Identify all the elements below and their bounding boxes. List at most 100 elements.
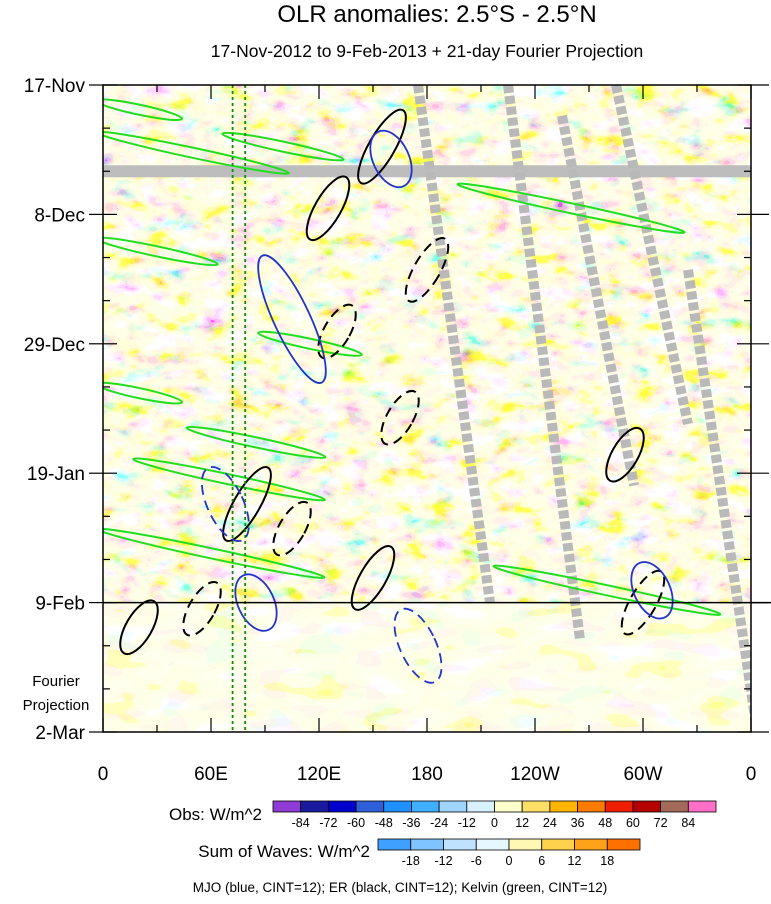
kelvin-contour bbox=[103, 130, 290, 175]
waves-colorbar-swatch bbox=[475, 838, 510, 851]
obs-colorbar-swatch bbox=[438, 800, 468, 813]
obs-colorbar-level-label: -12 bbox=[458, 816, 476, 830]
missing-stripe bbox=[557, 114, 639, 487]
wave-contours bbox=[103, 98, 722, 684]
missing-stripe bbox=[413, 85, 495, 604]
waves-colorbar-swatch bbox=[508, 838, 543, 851]
mjo-contour bbox=[201, 466, 250, 542]
obs-colorbar-swatch bbox=[577, 800, 606, 813]
kelvin-contour bbox=[103, 236, 219, 267]
obs-colorbar-swatch bbox=[300, 800, 329, 813]
obs-colorbar-level-label: 24 bbox=[543, 816, 557, 830]
waves-colorbar-swatch bbox=[541, 838, 575, 851]
mjo-contour bbox=[630, 561, 674, 620]
x-axis: 0 60E 120E 180 120W 60W 0 bbox=[98, 85, 757, 785]
projection-field bbox=[103, 603, 751, 732]
obs-colorbar-swatch bbox=[632, 800, 662, 813]
x-tick-label: 180 bbox=[411, 764, 443, 785]
waves-colorbar-level-label: -18 bbox=[402, 854, 420, 868]
obs-colorbar-swatch bbox=[604, 800, 634, 813]
waves-colorbar-swatch bbox=[443, 838, 477, 851]
obs-colorbar-swatch bbox=[272, 800, 302, 813]
obs-colorbar-level-label: -84 bbox=[292, 816, 310, 830]
obs-colorbar-swatch bbox=[383, 800, 412, 813]
er-contour bbox=[222, 466, 272, 542]
er-contour bbox=[119, 599, 159, 656]
obs-colorbar-level-label: -48 bbox=[375, 816, 393, 830]
obs-colorbar-swatch bbox=[327, 800, 357, 813]
obs-colorbar-swatch bbox=[411, 800, 440, 813]
y-tick-label: 19-Jan bbox=[27, 464, 85, 485]
waves-colorbar-swatch bbox=[574, 838, 608, 851]
er-contour bbox=[380, 389, 420, 446]
waves-colorbar-level-label: -12 bbox=[434, 854, 452, 868]
plot-area bbox=[103, 85, 751, 732]
obs-colorbar-level-label: 12 bbox=[515, 816, 529, 830]
waves-colorbar: -18 -12 -6 0 6 12 18 bbox=[377, 838, 641, 868]
er-contour bbox=[350, 545, 396, 611]
y-tick-label: 29-Dec bbox=[24, 335, 85, 356]
missing-data-stripes bbox=[103, 85, 751, 725]
obs-colorbar-swatch bbox=[494, 800, 523, 813]
waves-colorbar-level-label: 0 bbox=[506, 854, 513, 868]
waves-colorbar-swatch bbox=[606, 838, 641, 851]
obs-colorbar-swatch bbox=[549, 800, 578, 813]
mjo-contour bbox=[369, 129, 413, 189]
x-tick-label: 120E bbox=[297, 764, 341, 785]
waves-colorbar-swatch bbox=[377, 838, 412, 851]
obs-colorbar-level-label: -24 bbox=[430, 816, 448, 830]
obs-colorbar-level-label: 36 bbox=[571, 816, 585, 830]
obs-colorbar-level-label: -72 bbox=[319, 816, 337, 830]
x-tick-label: 0 bbox=[98, 764, 109, 785]
kelvin-contour bbox=[492, 564, 722, 616]
obs-colorbar-level-label: -60 bbox=[347, 816, 365, 830]
footnote: MJO (blue, CINT=12); ER (black, CINT=12)… bbox=[193, 880, 608, 895]
x-tick-label: 60W bbox=[623, 764, 662, 785]
obs-colorbar-swatch bbox=[687, 800, 717, 813]
waves-colorbar-level-label: -6 bbox=[471, 854, 482, 868]
x-tick-label: 60E bbox=[194, 764, 228, 785]
mjo-contour bbox=[234, 573, 278, 632]
y-tick-label: 9-Feb bbox=[35, 594, 85, 615]
obs-colorbar-level-label: 0 bbox=[491, 816, 498, 830]
mjo-contour bbox=[393, 607, 443, 684]
obs-colorbar-swatch bbox=[521, 800, 551, 813]
er-contour bbox=[305, 175, 351, 242]
kelvin-contour bbox=[103, 527, 326, 579]
obs-colorbar-level-label: 60 bbox=[626, 816, 640, 830]
y-axis: 17-Nov 8-Dec 29-Dec 19-Jan 9-Feb 2-Mar bbox=[24, 76, 769, 744]
obs-colorbar-swatch bbox=[660, 800, 689, 813]
obs-colorbar-level-label: -36 bbox=[402, 816, 420, 830]
y-tick-label: 17-Nov bbox=[24, 76, 86, 97]
x-tick-label: 120W bbox=[510, 764, 560, 785]
x-tick-label: 0 bbox=[746, 764, 757, 785]
missing-stripe bbox=[611, 85, 693, 425]
er-contour bbox=[317, 303, 357, 360]
waves-colorbar-swatch bbox=[410, 838, 444, 851]
missing-row bbox=[103, 165, 751, 178]
y-tick-label: 8-Dec bbox=[34, 205, 85, 226]
waves-colorbar-level-label: 12 bbox=[568, 854, 582, 868]
er-contour bbox=[605, 426, 645, 483]
missing-stripe bbox=[503, 85, 585, 641]
chart-title: OLR anomalies: 2.5°S - 2.5°N bbox=[277, 1, 596, 28]
kelvin-contour bbox=[103, 98, 184, 122]
obs-colorbar-swatch bbox=[355, 800, 385, 813]
waves-colorbar-label: Sum of Waves: W/m^2 bbox=[198, 842, 370, 861]
kelvin-contour bbox=[103, 381, 184, 405]
kelvin-contour bbox=[132, 457, 326, 502]
chart-subtitle: 17-Nov-2012 to 9-Feb-2013 + 21-day Fouri… bbox=[211, 41, 643, 61]
obs-colorbar: -84 -72 -60 -48 -36 -24 -12 0 12 24 36 48 60 72 84 bbox=[272, 800, 717, 830]
kelvin-contour bbox=[456, 182, 686, 234]
kelvin-contour bbox=[257, 330, 363, 357]
waves-colorbar-level-label: 6 bbox=[538, 854, 545, 868]
waves-colorbar-level-label: 18 bbox=[600, 854, 614, 868]
kelvin-contour bbox=[221, 131, 345, 162]
er-contour bbox=[272, 500, 312, 557]
obs-colorbar-label: Obs: W/m^2 bbox=[169, 805, 262, 824]
y-tick-label: 2-Mar bbox=[35, 723, 85, 744]
missing-stripe bbox=[683, 269, 751, 725]
mjo-contour bbox=[257, 254, 327, 384]
kelvin-contour bbox=[185, 425, 327, 459]
